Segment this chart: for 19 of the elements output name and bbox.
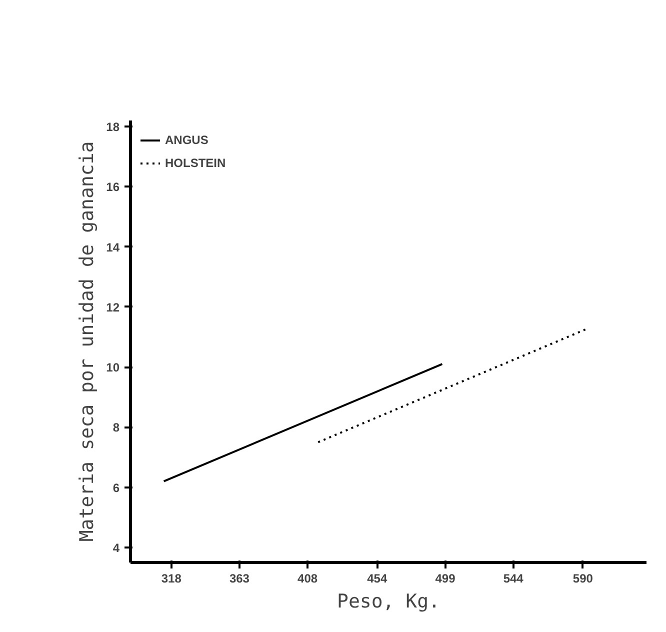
- y-tick-label: 14: [106, 240, 120, 254]
- legend-label: HOLSTEIN: [165, 156, 226, 170]
- x-tick-label: 408: [298, 572, 318, 586]
- x-tick-label: 318: [161, 572, 182, 586]
- y-tick-label: 18: [106, 120, 120, 134]
- y-tick-label: 6: [112, 480, 120, 495]
- y-axis-title: Materia seca por unidad de ganancia: [76, 141, 98, 542]
- x-tick-label: 363: [229, 572, 250, 586]
- x-tick-label: 454: [367, 572, 388, 586]
- x-axis-title: Peso, Kg.: [337, 590, 440, 612]
- x-tick-label: 590: [572, 572, 594, 586]
- y-tick-label: 10: [106, 360, 120, 375]
- y-tick-label: 4: [112, 540, 120, 555]
- x-tick-label: 499: [435, 572, 456, 586]
- y-tick-label: 12: [106, 300, 120, 314]
- y-tick-label: 8: [112, 420, 120, 435]
- legend-label: ANGUS: [165, 133, 208, 147]
- y-tick-label: 16: [106, 180, 120, 194]
- x-tick-label: 544: [503, 572, 524, 586]
